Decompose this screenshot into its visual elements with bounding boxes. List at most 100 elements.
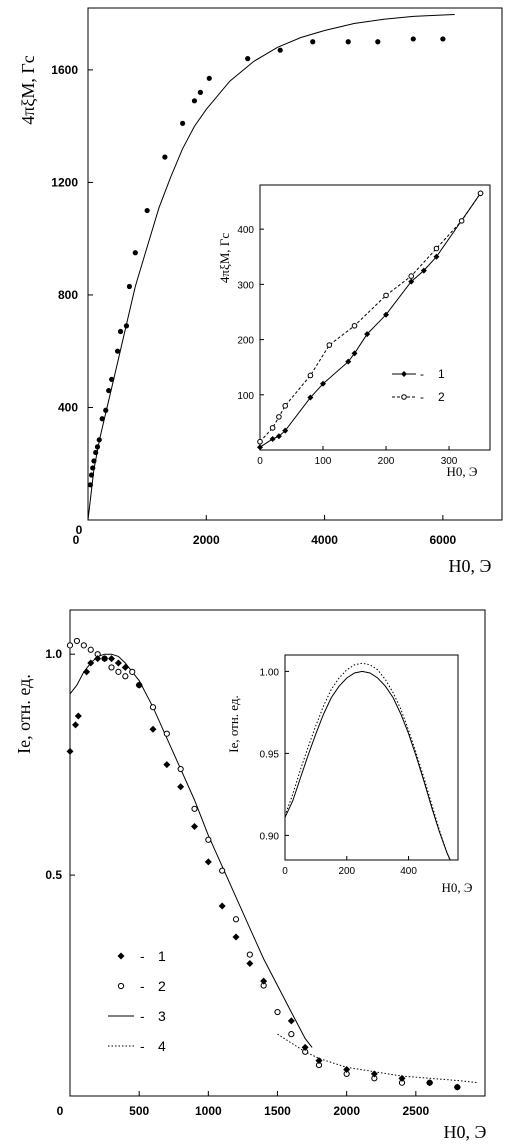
legend-2-label: 2 (438, 390, 445, 404)
inset-series-2-point (383, 292, 389, 299)
inset-series-2-point (408, 273, 415, 279)
inset-series-2-point (282, 403, 289, 409)
legend-2-marker (401, 394, 407, 400)
series-3-line (69, 653, 313, 1048)
y-tick-label: 1600 (51, 63, 78, 77)
series-1-point (204, 858, 212, 866)
data-point (106, 387, 112, 394)
inset-y-tick-label: 100 (237, 391, 254, 402)
x-tick-label: 500 (129, 1104, 149, 1118)
origin-label: 0 (76, 523, 83, 537)
series-1-point (94, 655, 102, 663)
series-2-point (80, 642, 87, 649)
inset-series-2-point (433, 245, 440, 252)
inset-x-tick-label: 0 (282, 866, 288, 877)
data-point (93, 449, 99, 456)
series-2-point (129, 668, 136, 675)
inset-series-1-point (408, 278, 415, 285)
inset-y-axis-title: 4πξM, Гс (217, 233, 232, 283)
inset-y-tick-label: 400 (237, 225, 254, 236)
series-2-point (122, 673, 129, 680)
series-2-point (149, 704, 157, 711)
y-axis-title: Ie, отн. ед. (14, 674, 34, 754)
legend-dash: - (140, 948, 145, 964)
data-point (114, 348, 121, 354)
legend-1-marker (117, 952, 125, 960)
data-point (91, 458, 97, 464)
y-axis-title: 4πξM, Гс (18, 55, 38, 125)
series-2-point (232, 916, 240, 923)
legend-label-3: 3 (158, 1008, 166, 1024)
series-1-point (453, 1083, 461, 1091)
legend-label-1: 1 (158, 948, 166, 964)
inset-series-2-point (257, 438, 263, 445)
series-2-point (87, 646, 94, 653)
inset-dotted-curve (285, 662, 451, 860)
inset-x-axis-title: H0, Э (442, 880, 473, 895)
inset-x-tick-label: 100 (315, 456, 332, 467)
legend-dash: - (140, 1038, 145, 1054)
y-tick-label: 0.5 (45, 868, 62, 882)
inset-series-2-point (458, 218, 465, 224)
inset-y-axis-title: Ie, отн. ед. (226, 695, 241, 753)
legend-dash: - (420, 390, 424, 404)
data-point (96, 437, 102, 443)
data-point (440, 36, 446, 42)
inset-series-2-point (326, 342, 333, 348)
inset-series-1-point (345, 358, 352, 365)
series-2-point (73, 637, 81, 645)
plot-frame-top (87, 7, 503, 521)
series-1-point (101, 655, 109, 663)
data-point (375, 39, 381, 45)
inset-series-1-point (420, 267, 427, 274)
series-1-point (83, 668, 91, 676)
series-1-point (135, 681, 143, 689)
series-2-point (205, 836, 212, 843)
series-1-point (163, 761, 171, 769)
inset-solid-curve (285, 670, 451, 860)
series-2-point (163, 730, 170, 737)
data-point (197, 89, 203, 95)
theory-curve (87, 14, 455, 521)
series-1-point (398, 1074, 406, 1082)
x-tick-label: 0 (73, 533, 80, 547)
data-point (94, 444, 101, 450)
inset-x-tick-label: 200 (378, 456, 395, 467)
data-point (162, 154, 168, 160)
legend-2-marker (117, 982, 125, 990)
x-tick-label: 2000 (193, 533, 220, 547)
inset-series-1-point (320, 380, 327, 387)
inset-series-1-point (275, 433, 282, 440)
inset-x-tick-label: 400 (400, 866, 417, 877)
series-1-point (246, 959, 254, 967)
inset-series-2-point (477, 190, 484, 197)
legend-1-marker (401, 371, 407, 377)
data-point (144, 207, 150, 214)
data-point (88, 472, 95, 478)
inset-series-2-point (269, 425, 276, 431)
series-2-point (246, 951, 253, 958)
y-tick-label: 800 (58, 288, 78, 302)
data-point (345, 39, 351, 45)
data-point (410, 36, 416, 42)
series-1-point (149, 725, 157, 733)
series-1-point (66, 747, 74, 755)
inset-frame-top (259, 184, 491, 451)
x-tick-label: 0 (57, 1104, 64, 1118)
inset-y-tick-label: 0.95 (260, 749, 280, 760)
data-point (90, 465, 96, 471)
x-tick-label: 1000 (195, 1104, 222, 1118)
inset-series-1-point (307, 394, 314, 401)
data-point (87, 482, 93, 488)
inset-series-1-point (257, 444, 263, 451)
data-point (117, 328, 124, 335)
x-tick-label: 6000 (430, 533, 457, 547)
inset-x-tick-label: 300 (441, 456, 458, 467)
inset-series-1-point (269, 435, 276, 442)
series-2-point (274, 1008, 281, 1016)
inset-series-2-point (276, 414, 282, 420)
x-tick-label: 4000 (311, 533, 338, 547)
series-1-point (426, 1079, 434, 1087)
series-1-point (370, 1070, 378, 1078)
